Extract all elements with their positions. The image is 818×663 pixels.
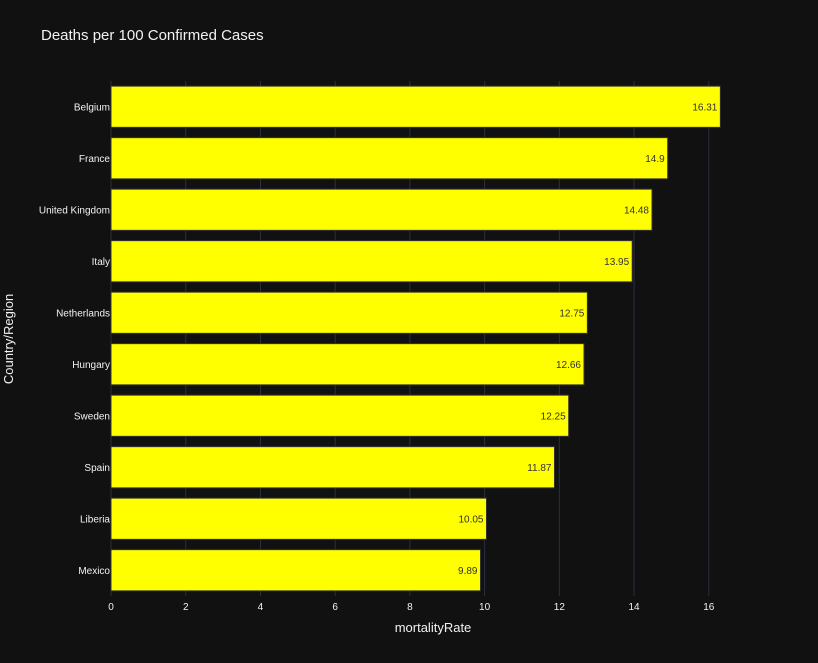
y-category-label: Belgium bbox=[74, 102, 110, 113]
x-tick-label: 8 bbox=[407, 602, 413, 613]
data-label: 13.95 bbox=[604, 257, 629, 268]
x-axis-title: mortalityRate bbox=[395, 620, 472, 635]
bar-spain bbox=[110, 446, 555, 489]
data-label: 10.05 bbox=[458, 514, 483, 525]
y-category-label: Spain bbox=[84, 463, 110, 474]
y-axis-title: Country/Region bbox=[1, 294, 16, 384]
x-tick-label: 16 bbox=[703, 602, 715, 613]
y-axis-categories: Belgium France United Kingdom Italy Netherla… bbox=[39, 102, 111, 577]
bar-liberia bbox=[110, 497, 487, 540]
data-label: 12.75 bbox=[559, 308, 584, 319]
bars: 16.31 14.9 14.48 13.95 12.75 12.66 12.25 11.87 1… bbox=[110, 85, 721, 592]
y-category-label: France bbox=[79, 154, 111, 165]
x-tick-label: 10 bbox=[479, 602, 491, 613]
bar-italy bbox=[110, 240, 633, 283]
bar-mexico bbox=[110, 549, 482, 592]
y-category-label: Italy bbox=[92, 257, 110, 268]
data-label: 12.66 bbox=[556, 360, 581, 371]
data-label: 14.9 bbox=[645, 154, 665, 165]
data-label: 9.89 bbox=[458, 566, 478, 577]
y-category-label: Sweden bbox=[74, 411, 110, 422]
x-axis-ticks: 0 2 4 6 8 10 12 14 16 bbox=[108, 602, 715, 613]
x-tick-label: 4 bbox=[258, 602, 264, 613]
chart-title: Deaths per 100 Confirmed Cases bbox=[41, 27, 264, 44]
y-category-label: Mexico bbox=[78, 566, 110, 577]
x-tick-label: 0 bbox=[108, 602, 114, 613]
x-tick-label: 14 bbox=[629, 602, 641, 613]
bar-france bbox=[110, 137, 669, 180]
bar-united-kingdom bbox=[110, 188, 653, 231]
data-label: 14.48 bbox=[624, 205, 649, 216]
bar-belgium bbox=[110, 85, 721, 128]
data-label: 11.87 bbox=[527, 463, 552, 474]
bar-sweden bbox=[110, 394, 570, 437]
y-category-label: Netherlands bbox=[56, 308, 110, 319]
y-category-label: Liberia bbox=[80, 514, 110, 525]
data-label: 12.25 bbox=[541, 411, 566, 422]
x-tick-label: 6 bbox=[332, 602, 338, 613]
bar-hungary bbox=[110, 343, 585, 386]
data-label: 16.31 bbox=[692, 102, 717, 113]
y-category-label: United Kingdom bbox=[39, 205, 110, 216]
x-tick-label: 2 bbox=[183, 602, 189, 613]
y-category-label: Hungary bbox=[72, 360, 110, 371]
bar-netherlands bbox=[110, 291, 588, 334]
x-tick-label: 12 bbox=[554, 602, 566, 613]
